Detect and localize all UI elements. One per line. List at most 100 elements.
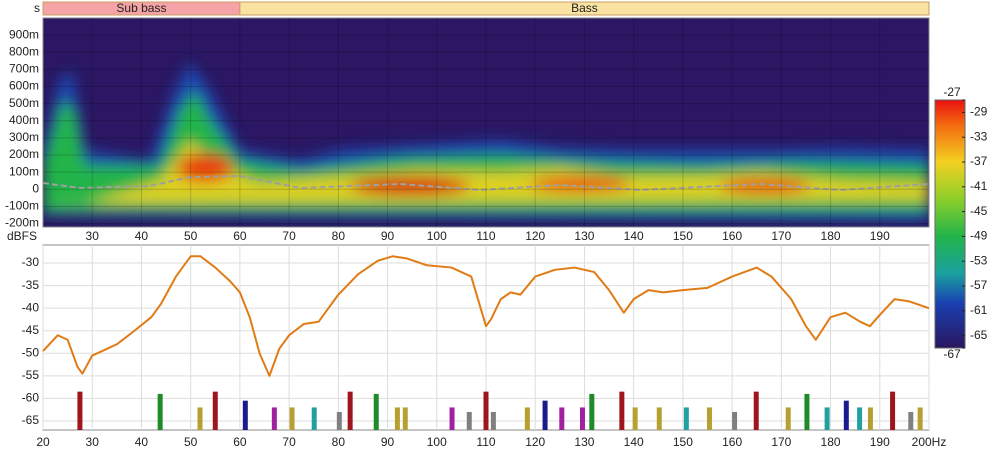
y-tick-label: -100m [5,199,39,213]
x-tick-label: 140 [624,435,644,449]
y-tick-label: 100m [9,164,39,178]
peak-bar [490,411,496,430]
y-tick-label: 200m [9,147,39,161]
x-tick-label: 110 [476,229,495,243]
x-tick-label: 70 [282,435,296,449]
band-label: Bass [571,1,598,15]
y-tick-label: -200m [5,216,39,230]
colorbar-label: -27 [943,85,961,99]
peak-bar [706,407,712,430]
colorbar [934,99,966,349]
x-tick-label: 150 [673,435,693,449]
peak-bar [336,411,342,430]
peak-bar [559,407,565,430]
spectrogram [43,18,929,227]
y-tick-label: -45 [22,323,40,337]
y-tick-label: 400m [9,113,39,127]
colorbar-label: -45 [970,204,988,218]
y-tick-label: 900m [9,27,39,41]
peak-bar [890,391,896,430]
peak-bar [542,400,548,430]
x-tick-label: 40 [135,229,149,243]
peak-bar [242,400,248,430]
x-tick-label: 60 [233,435,247,449]
x-tick-label: 150 [673,229,693,243]
colorbar-label: -49 [970,229,988,243]
peak-bar [347,391,353,430]
x-tick-label: 90 [381,229,395,243]
peak-bar [449,407,455,430]
peak-bar [732,411,738,430]
x-tick-label: 170 [771,229,791,243]
peak-bar [311,407,317,430]
x-tick-label: 120 [525,229,545,243]
x-tick-label: 160 [722,435,742,449]
colorbar-label: -53 [970,253,988,267]
peak-bar [466,411,472,430]
x-tick-label: 100 [427,229,447,243]
peak-bar [524,407,530,430]
peak-bar [373,393,379,430]
peak-bar [394,407,400,430]
x-tick-label: 50 [184,435,198,449]
y-tick-label: -50 [22,345,40,359]
y-tick-label: 700m [9,62,39,76]
x-tick-label: 40 [135,435,149,449]
peak-bar [632,407,638,430]
y-tick-label: -35 [22,278,40,292]
peak-bar [753,391,759,430]
peak-bar [619,391,625,430]
x-tick-label: 160 [722,229,742,243]
y-tick-label: 500m [9,96,39,110]
peak-bar [157,393,163,430]
x-tick-label: 50 [184,229,198,243]
y-unit-label: s [34,1,40,15]
peak-bar [656,407,662,430]
peak-bar [683,407,689,430]
x-tick-label: 110 [476,435,495,449]
y-tick-label: 300m [9,130,39,144]
x-tick-label: 90 [381,435,395,449]
y-tick-label: 0 [32,181,39,195]
x-tick-label: 170 [771,435,791,449]
colorbar-label: -57 [970,278,988,292]
x-tick-label: 130 [574,229,594,243]
plot-frame [42,17,930,228]
x-tick-label: 180 [821,435,841,449]
x-tick-label: 120 [525,435,545,449]
colorbar-label: -37 [970,154,988,168]
x-tick-label: 70 [282,229,296,243]
peak-bar [908,411,914,430]
peak-bar [867,407,873,430]
peak-bar [579,407,585,430]
peak-bar [824,407,830,430]
x-tick-label: 190 [870,229,890,243]
x-tick-label: 60 [233,229,247,243]
peak-bar [785,407,791,430]
band-label: Sub bass [116,1,166,15]
x-tick-label: 140 [624,229,644,243]
x-tick-label: 180 [821,229,841,243]
peak-bar [804,393,810,430]
peak-bar [197,407,203,430]
y-tick-label: -55 [22,368,40,382]
peak-bar [271,407,277,430]
colorbar-label: -41 [970,179,988,193]
x-tick-label: 20 [36,435,50,449]
y-tick-label: -65 [22,413,40,427]
x-tick-label: 30 [86,229,100,243]
x-tick-label: 80 [332,229,346,243]
peak-bar [212,391,218,430]
peak-bar [843,400,849,430]
y-tick-label: 800m [9,44,39,58]
colorbar-label: -65 [970,328,988,342]
peak-bar [857,407,863,430]
y-axis-label: dBFS [7,229,37,243]
line-series [42,255,930,377]
colorbar-label: -29 [970,105,988,119]
x-tick-label: 130 [574,435,594,449]
x-tick-label: 100 [427,435,447,449]
y-tick-label: 600m [9,79,39,93]
colorbar-label: -67 [943,347,961,361]
